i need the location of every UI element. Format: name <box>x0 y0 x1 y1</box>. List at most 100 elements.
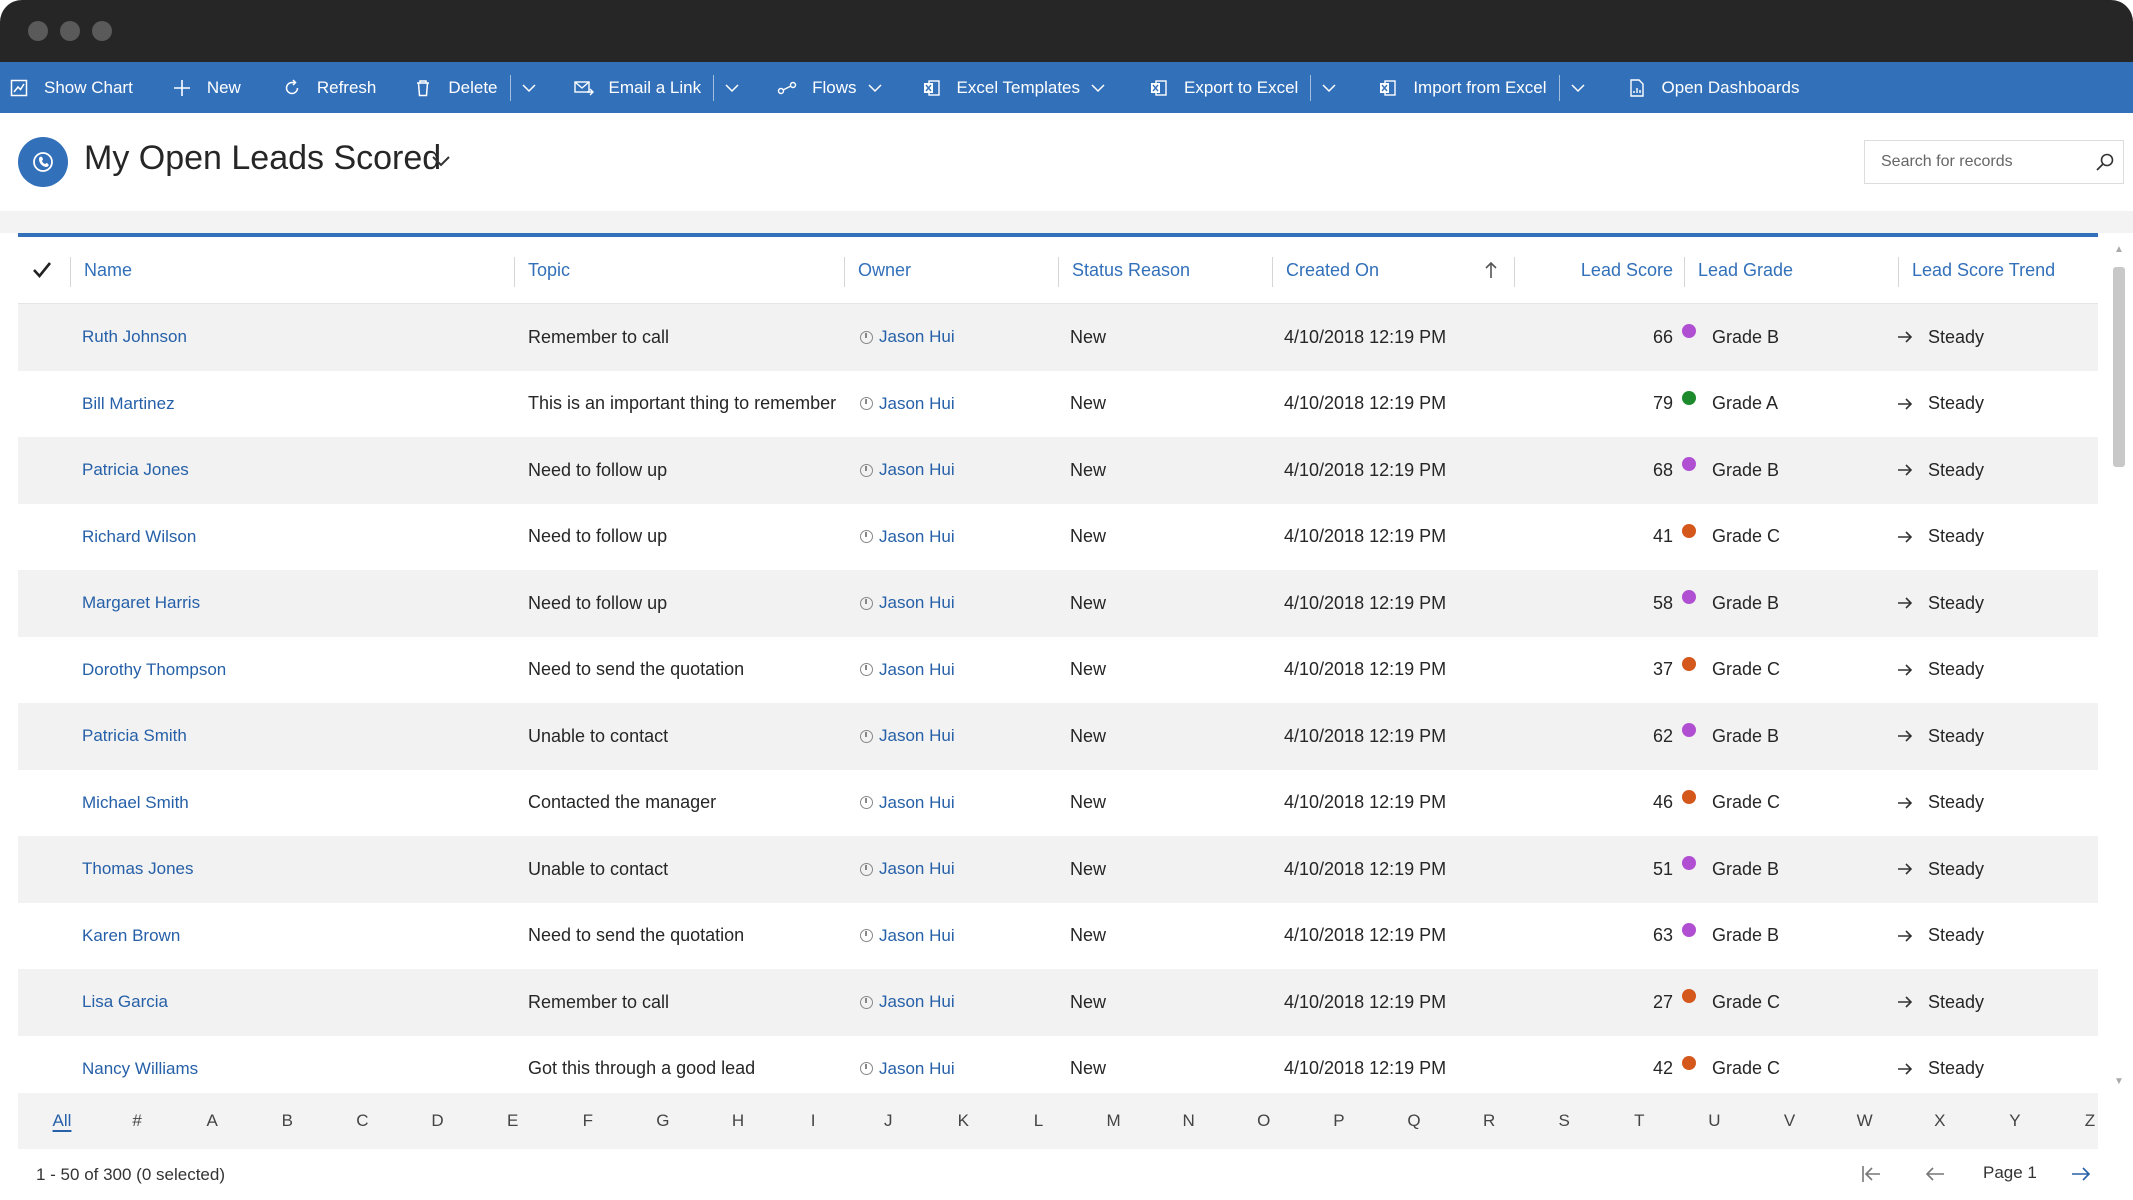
owner-link[interactable]: Jason Hui <box>879 925 955 945</box>
owner-link[interactable]: Jason Hui <box>879 726 955 745</box>
column-header-topic[interactable]: Topic <box>528 259 571 280</box>
select-all-checkbox[interactable] <box>32 237 54 303</box>
alpha-filter-letter[interactable]: F <box>582 1111 593 1130</box>
maximize-window-button[interactable] <box>92 21 112 41</box>
lead-name-link[interactable]: Patricia Jones <box>82 460 189 479</box>
scrollbar-thumb[interactable] <box>2113 267 2125 467</box>
show-chart-button[interactable]: Show Chart <box>0 62 143 113</box>
owner-link[interactable]: Jason Hui <box>879 659 955 679</box>
owner-cell[interactable]: Jason Hui <box>860 504 955 570</box>
first-page-button[interactable] <box>1858 1161 1884 1187</box>
owner-link[interactable]: Jason Hui <box>879 327 955 346</box>
lead-name-link[interactable]: Michael Smith <box>82 792 189 812</box>
lead-name-link[interactable]: Bill Martinez <box>82 393 175 413</box>
owner-cell[interactable]: Jason Hui <box>860 836 955 902</box>
alpha-filter-letter[interactable]: R <box>1482 1111 1496 1130</box>
column-header-lead-grade[interactable]: Lead Grade <box>1698 259 1794 280</box>
lead-name-link[interactable]: Thomas Jones <box>82 859 194 878</box>
table-row[interactable]: Patricia Jones Need to follow up Jason Hui… <box>18 437 2098 504</box>
owner-link[interactable]: Jason Hui <box>879 992 955 1011</box>
alpha-filter-all[interactable]: All <box>52 1111 72 1130</box>
scroll-down-arrow-icon[interactable]: ▼ <box>2114 1076 2124 1087</box>
search-icon[interactable] <box>2095 152 2115 172</box>
alpha-filter-letter[interactable]: Q <box>1407 1111 1421 1130</box>
alpha-filter-letter[interactable]: C <box>356 1111 369 1130</box>
alpha-filter-letter[interactable]: # <box>132 1111 142 1130</box>
owner-link[interactable]: Jason Hui <box>879 593 955 612</box>
lead-name-link[interactable]: Karen Brown <box>82 925 181 945</box>
owner-cell[interactable]: Jason Hui <box>860 903 955 969</box>
lead-name-link[interactable]: Margaret Harris <box>82 593 201 612</box>
alpha-filter-letter[interactable]: G <box>656 1111 670 1130</box>
view-title[interactable]: My Open Leads Scored <box>84 139 442 177</box>
minimize-window-button[interactable] <box>60 21 80 41</box>
column-header-lead-score-trend[interactable]: Lead Score Trend <box>1912 259 2056 280</box>
previous-page-button[interactable] <box>1922 1161 1948 1187</box>
table-row[interactable]: Karen Brown Need to send the quotation Jas… <box>18 903 2098 970</box>
email-link-button[interactable]: Email a Link <box>563 62 712 113</box>
import-excel-dropdown[interactable] <box>1558 74 1594 101</box>
alpha-filter-letter[interactable]: K <box>957 1111 969 1130</box>
alpha-filter-letter[interactable]: S <box>1558 1111 1570 1130</box>
table-row[interactable]: Lisa Garcia Remember to call Jason Hui New 4… <box>18 969 2098 1036</box>
alpha-filter-letter[interactable]: T <box>1634 1111 1645 1130</box>
table-row[interactable]: Michael Smith Contacted the manager Jason … <box>18 770 2098 837</box>
column-header-status-reason[interactable]: Status Reason <box>1072 259 1191 280</box>
table-row[interactable]: Richard Wilson Need to follow up Jason Hui… <box>18 504 2098 571</box>
alpha-filter-letter[interactable]: D <box>431 1111 444 1130</box>
owner-cell[interactable]: Jason Hui <box>860 1036 955 1098</box>
delete-button[interactable]: Delete <box>402 62 507 113</box>
alpha-filter-letter[interactable]: U <box>1708 1111 1721 1130</box>
owner-cell[interactable]: Jason Hui <box>860 371 955 437</box>
alpha-filter-letter[interactable]: L <box>1033 1111 1044 1130</box>
excel-templates-button[interactable]: Excel Templates <box>911 62 1116 113</box>
column-header-lead-score[interactable]: Lead Score <box>1580 259 1673 280</box>
close-window-button[interactable] <box>28 21 48 41</box>
search-input[interactable] <box>1865 141 2101 183</box>
alpha-filter-letter[interactable]: Z <box>2084 1111 2096 1130</box>
scroll-up-arrow-icon[interactable]: ▲ <box>2114 244 2124 255</box>
owner-cell[interactable]: Jason Hui <box>860 703 955 769</box>
alpha-filter-letter[interactable]: I <box>810 1111 816 1130</box>
alpha-filter-letter[interactable]: A <box>206 1111 218 1130</box>
alpha-filter-letter[interactable]: J <box>883 1111 893 1130</box>
table-row[interactable]: Ruth Johnson Remember to call Jason Hui New… <box>18 304 2098 371</box>
column-header-name[interactable]: Name <box>84 259 133 280</box>
email-link-dropdown[interactable] <box>713 74 748 101</box>
alpha-filter-letter[interactable]: H <box>731 1111 745 1130</box>
refresh-button[interactable]: Refresh <box>271 62 387 113</box>
owner-cell[interactable]: Jason Hui <box>860 770 955 836</box>
table-row[interactable]: Bill Martinez This is an important thing … <box>18 371 2098 438</box>
alpha-filter-letter[interactable]: Y <box>2009 1111 2021 1130</box>
next-page-button[interactable] <box>2068 1161 2094 1187</box>
alpha-filter-letter[interactable]: W <box>1856 1111 1873 1130</box>
table-row[interactable]: Thomas Jones Unable to contact Jason Hui Ne… <box>18 836 2098 903</box>
owner-link[interactable]: Jason Hui <box>879 859 955 878</box>
table-row[interactable]: Patricia Smith Unable to contact Jason Hui… <box>18 703 2098 770</box>
owner-link[interactable]: Jason Hui <box>879 460 955 479</box>
lead-name-link[interactable]: Ruth Johnson <box>82 327 187 346</box>
owner-cell[interactable]: Jason Hui <box>860 437 955 503</box>
alpha-filter-letter[interactable]: V <box>1783 1111 1796 1130</box>
lead-name-link[interactable]: Richard Wilson <box>82 526 197 546</box>
alpha-filter-letter[interactable]: B <box>281 1111 293 1130</box>
import-excel-button[interactable]: Import from Excel <box>1367 62 1556 113</box>
table-row[interactable]: Nancy Williams Got this through a good le… <box>18 1036 2098 1098</box>
new-button[interactable]: New <box>161 62 251 113</box>
column-header-created-on[interactable]: Created On <box>1286 259 1380 280</box>
owner-cell[interactable]: Jason Hui <box>860 637 955 703</box>
lead-name-link[interactable]: Patricia Smith <box>82 726 187 745</box>
owner-cell[interactable]: Jason Hui <box>860 304 955 370</box>
owner-link[interactable]: Jason Hui <box>879 1058 955 1078</box>
sort-ascending-icon[interactable] <box>1484 237 1498 303</box>
alpha-filter-letter[interactable]: X <box>1934 1111 1946 1130</box>
owner-link[interactable]: Jason Hui <box>879 526 955 546</box>
alpha-filter-letter[interactable]: N <box>1182 1111 1195 1130</box>
alpha-filter-letter[interactable]: P <box>1333 1111 1345 1130</box>
alpha-filter-letter[interactable]: E <box>506 1111 519 1130</box>
flows-button[interactable]: Flows <box>766 62 892 113</box>
column-header-owner[interactable]: Owner <box>858 259 912 280</box>
alpha-filter-letter[interactable]: M <box>1106 1111 1121 1130</box>
owner-link[interactable]: Jason Hui <box>879 792 955 812</box>
table-row[interactable]: Dorothy Thompson Need to send the quotati… <box>18 637 2098 704</box>
